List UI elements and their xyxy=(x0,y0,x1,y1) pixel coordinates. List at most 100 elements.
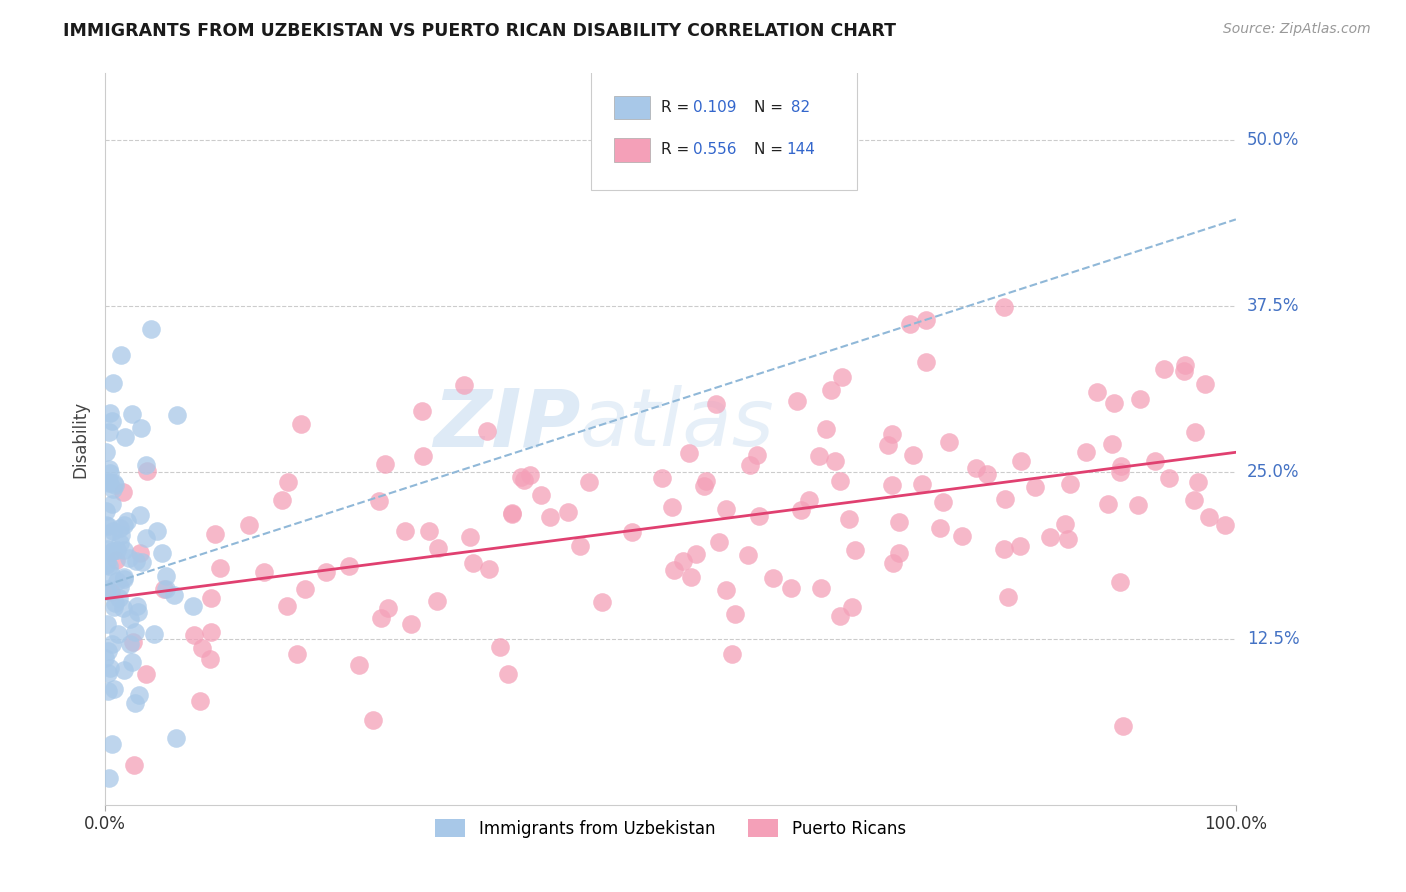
Point xyxy=(714,502,737,516)
Point xyxy=(1112,719,1135,733)
Point xyxy=(98,545,121,559)
Point xyxy=(139,322,162,336)
Point xyxy=(938,435,960,450)
Point xyxy=(1157,471,1180,485)
Point xyxy=(124,696,146,710)
Point xyxy=(530,488,553,502)
Point xyxy=(721,648,744,662)
Point xyxy=(662,563,685,577)
Point xyxy=(799,492,821,507)
Point xyxy=(101,376,124,390)
Point xyxy=(128,546,150,560)
Point xyxy=(104,596,127,610)
Point xyxy=(737,548,759,562)
Point xyxy=(98,467,121,481)
Point xyxy=(112,663,135,677)
Point xyxy=(1182,492,1205,507)
Point xyxy=(105,574,128,588)
Point xyxy=(748,508,770,523)
Point xyxy=(370,611,392,625)
Point xyxy=(96,445,118,459)
Point xyxy=(1173,364,1195,378)
Y-axis label: Disability: Disability xyxy=(72,401,89,477)
Point xyxy=(820,383,842,397)
Point xyxy=(363,713,385,727)
Point xyxy=(101,524,124,539)
Point xyxy=(591,594,613,608)
Text: Source: ZipAtlas.com: Source: ZipAtlas.com xyxy=(1223,22,1371,37)
Point xyxy=(882,478,904,492)
FancyBboxPatch shape xyxy=(614,95,650,120)
Point xyxy=(620,524,643,539)
Point xyxy=(120,637,142,651)
Point xyxy=(997,591,1019,605)
Point xyxy=(290,417,312,431)
Text: atlas: atlas xyxy=(581,385,775,463)
Point xyxy=(1143,454,1166,468)
Point xyxy=(135,666,157,681)
Point xyxy=(1153,362,1175,376)
Point xyxy=(824,453,846,467)
Legend: Immigrants from Uzbekistan, Puerto Ricans: Immigrants from Uzbekistan, Puerto Rican… xyxy=(429,813,912,844)
Point xyxy=(932,495,955,509)
Point xyxy=(401,616,423,631)
Point xyxy=(98,661,121,675)
Point xyxy=(252,565,274,579)
Point xyxy=(98,475,121,490)
Point xyxy=(1056,533,1078,547)
Point xyxy=(501,506,523,520)
Point xyxy=(1097,497,1119,511)
Point xyxy=(271,492,294,507)
Point xyxy=(716,582,738,597)
Point xyxy=(143,626,166,640)
Point xyxy=(121,635,143,649)
Point xyxy=(477,425,499,439)
Point xyxy=(294,582,316,596)
Point xyxy=(101,414,124,428)
Point xyxy=(108,521,131,535)
Point xyxy=(183,599,205,613)
Point xyxy=(100,585,122,599)
Point xyxy=(163,588,186,602)
Point xyxy=(418,524,440,538)
Point xyxy=(693,479,716,493)
Point xyxy=(188,694,211,708)
Point xyxy=(98,558,121,573)
Point xyxy=(131,555,153,569)
Point xyxy=(900,317,922,331)
Point xyxy=(661,500,683,514)
Point xyxy=(747,448,769,462)
Point xyxy=(901,448,924,462)
Point xyxy=(94,518,117,533)
Text: 144: 144 xyxy=(786,143,814,157)
Point xyxy=(1187,475,1209,489)
Point xyxy=(828,474,851,488)
Point xyxy=(101,497,124,511)
Point xyxy=(238,518,260,533)
Point xyxy=(412,449,434,463)
Point xyxy=(762,571,785,585)
Point xyxy=(136,464,159,478)
Point xyxy=(128,688,150,702)
FancyBboxPatch shape xyxy=(614,138,650,161)
Point xyxy=(1126,499,1149,513)
Point xyxy=(695,474,717,488)
Point xyxy=(121,408,143,422)
Point xyxy=(1101,436,1123,450)
Point xyxy=(578,475,600,489)
Point xyxy=(426,593,449,607)
Point xyxy=(97,666,120,681)
Point xyxy=(1108,465,1130,479)
Point xyxy=(204,527,226,541)
Point xyxy=(965,461,987,475)
Point xyxy=(98,461,121,475)
Point xyxy=(97,683,120,698)
Point xyxy=(129,421,152,435)
Point xyxy=(104,553,127,567)
Point xyxy=(1102,396,1125,410)
Point xyxy=(120,612,142,626)
Point xyxy=(1194,377,1216,392)
Point xyxy=(427,541,450,555)
Point xyxy=(208,561,231,575)
Point xyxy=(128,508,150,522)
